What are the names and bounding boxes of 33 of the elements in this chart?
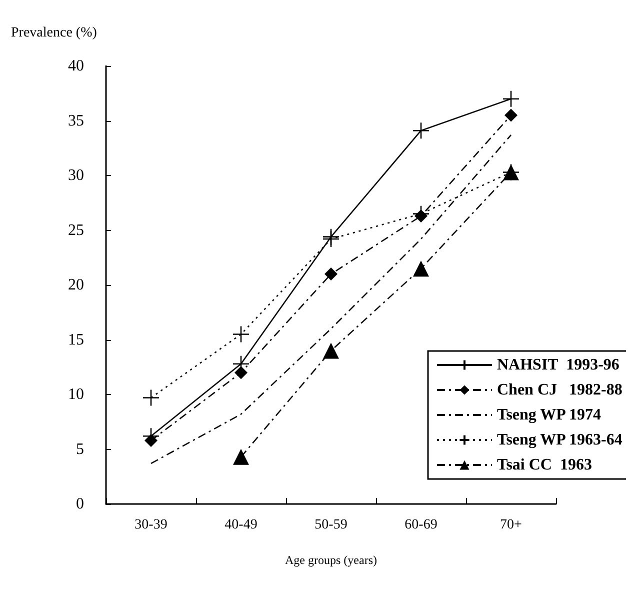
point: [142, 389, 160, 406]
x-tick-label: 30-39: [134, 518, 168, 532]
point: [144, 434, 158, 447]
y-tick-label: 15: [68, 331, 84, 348]
y-tick-label: 5: [76, 440, 84, 458]
x-tick-label: 50-59: [314, 518, 348, 532]
legend-label: Tsai CC 1963: [497, 456, 592, 474]
x-tick-label: 70+: [500, 518, 522, 532]
y-tick-label: 35: [68, 112, 84, 130]
y-tick-label: 40: [68, 58, 84, 74]
legend-label: NAHSIT 1993-96: [497, 356, 620, 374]
point: [234, 366, 248, 380]
point: [323, 342, 339, 359]
legend-label: Tseng WP 1963-64: [497, 432, 622, 448]
y-tick-label: 20: [68, 276, 84, 294]
point: [233, 448, 249, 465]
point: [324, 268, 338, 281]
y-tick-label: 25: [68, 222, 84, 239]
x-axis-title: Age groups (years): [285, 553, 377, 567]
point: [232, 326, 250, 343]
x-tick-label: 60-69: [404, 518, 438, 532]
point: [412, 122, 430, 140]
y-tick-label: 10: [68, 386, 84, 403]
y-tick-label: 30: [68, 167, 84, 184]
point: [412, 205, 430, 222]
legend-label: Tseng WP 1974: [497, 406, 602, 424]
point: [413, 260, 429, 277]
point: [502, 90, 520, 108]
legend-label: Chen CJ 1982-88: [497, 382, 622, 398]
point: [504, 108, 518, 122]
y-axis-title: Prevalence (%): [11, 26, 98, 40]
x-tick-label: 40-49: [224, 518, 258, 532]
y-tick-label: 0: [76, 496, 84, 512]
